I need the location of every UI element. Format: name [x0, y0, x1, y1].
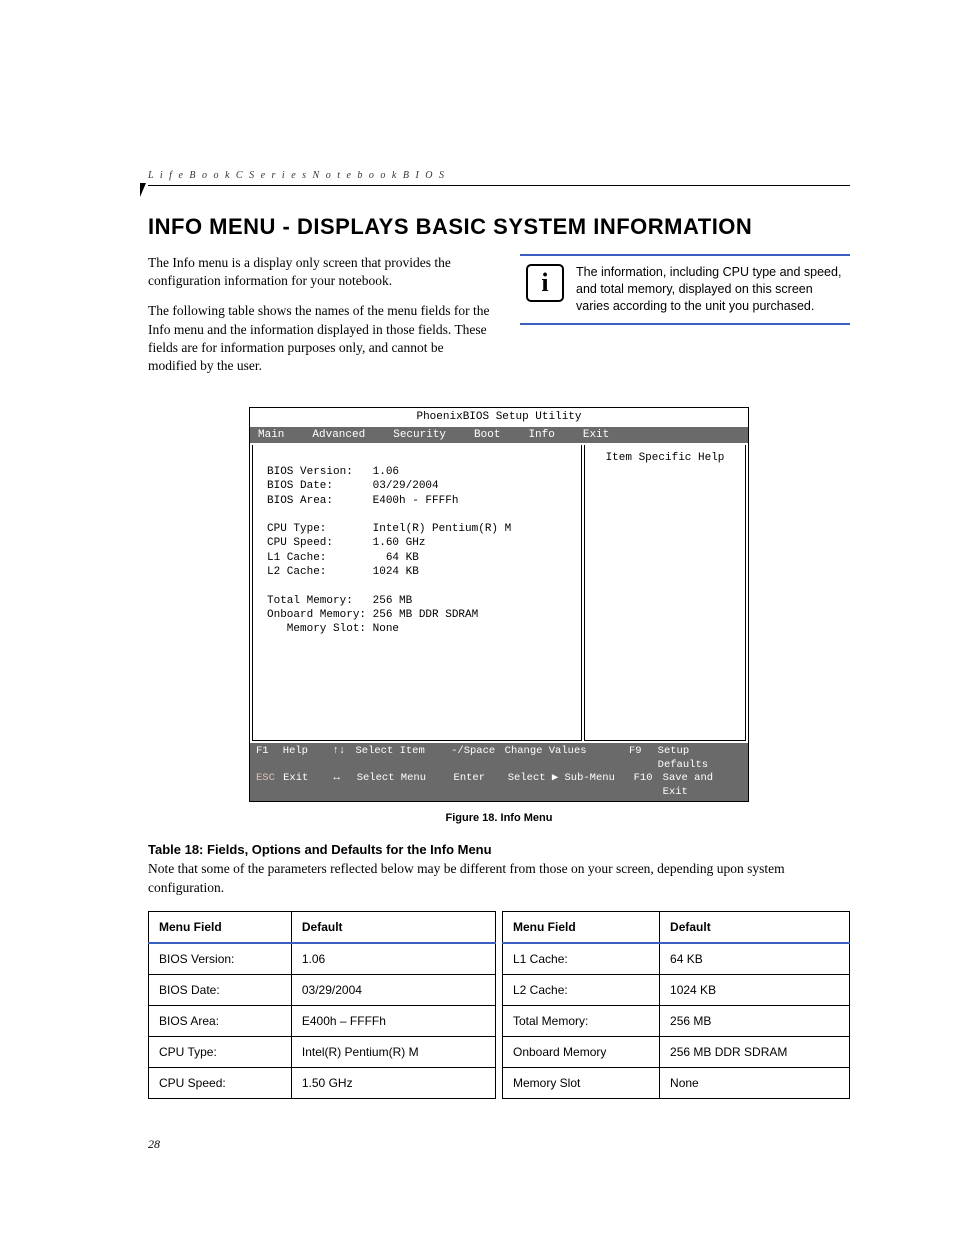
bios-row [267, 508, 567, 522]
bios-menu-bar: Main Advanced Security Boot Info Exit [250, 427, 748, 443]
note-box: i The information, including CPU type an… [520, 254, 850, 325]
bf-key: F10 [634, 772, 663, 799]
table-header-row: Menu Field Default [503, 911, 850, 943]
bios-menu-advanced: Advanced [312, 428, 365, 442]
bf-key: F1 [256, 745, 283, 772]
th-menu-field: Menu Field [503, 911, 660, 943]
table-row: CPU Type:Intel(R) Pentium(R) M [149, 1036, 496, 1067]
table-row: L1 Cache:64 KB [503, 943, 850, 975]
page-number: 28 [148, 1137, 850, 1152]
bios-menu-exit: Exit [583, 428, 609, 442]
cell-field: BIOS Version: [149, 943, 292, 975]
bf-label: Select ▶ Sub-Menu [508, 772, 634, 799]
intro-left: The Info menu is a display only screen t… [148, 254, 492, 387]
table-title: Table 18: Fields, Options and Defaults f… [148, 842, 850, 857]
cell-field: L1 Cache: [503, 943, 660, 975]
bios-row: Onboard Memory: 256 MB DDR SDRAM [267, 608, 567, 622]
cell-default: 64 KB [660, 943, 850, 975]
cell-default: None [660, 1067, 850, 1098]
bios-row: Memory Slot: None [267, 622, 567, 636]
bf-key: F9 [629, 745, 658, 772]
bios-footer-row2: ESC Exit ↔ Select Menu Enter Select ▶ Su… [256, 772, 742, 799]
header-breadcrumb: L i f e B o o k C S e r i e s N o t e b … [148, 170, 850, 181]
cell-default: 256 MB DDR SDRAM [660, 1036, 850, 1067]
bf-label: Help [283, 745, 333, 772]
cell-field: BIOS Area: [149, 1005, 292, 1036]
table-row: BIOS Version:1.06 [149, 943, 496, 975]
bios-row: L1 Cache: 64 KB [267, 551, 567, 565]
bios-screenshot: PhoenixBIOS Setup Utility Main Advanced … [249, 407, 749, 802]
cell-field: Onboard Memory [503, 1036, 660, 1067]
intro-right: i The information, including CPU type an… [520, 254, 850, 387]
intro-p1: The Info menu is a display only screen t… [148, 254, 492, 290]
bios-row: BIOS Version: 1.06 [267, 465, 567, 479]
figure-caption: Figure 18. Info Menu [148, 812, 850, 824]
bf-key: ↑↓ [333, 745, 356, 772]
info-icon: i [526, 264, 564, 302]
bios-menu-security: Security [393, 428, 446, 442]
cell-default: 1.50 GHz [291, 1067, 495, 1098]
header-rule [148, 185, 850, 186]
table-row: CPU Speed:1.50 GHz [149, 1067, 496, 1098]
bios-footer-row1: F1 Help ↑↓ Select Item -/Space Change Va… [256, 745, 742, 772]
bios-row: L2 Cache: 1024 KB [267, 565, 567, 579]
cell-field: Memory Slot [503, 1067, 660, 1098]
bios-row [267, 579, 567, 593]
cell-field: Total Memory: [503, 1005, 660, 1036]
table-note: Note that some of the parameters reflect… [148, 860, 850, 896]
cell-default: 1024 KB [660, 974, 850, 1005]
header-tab-icon [140, 183, 146, 197]
bf-label: Setup Defaults [658, 745, 742, 772]
table-row: Memory SlotNone [503, 1067, 850, 1098]
bios-row: CPU Speed: 1.60 GHz [267, 536, 567, 550]
bios-row: BIOS Date: 03/29/2004 [267, 479, 567, 493]
bf-label: Select Item [355, 745, 451, 772]
fields-table-left: Menu Field Default BIOS Version:1.06 BIO… [148, 911, 496, 1099]
cell-field: L2 Cache: [503, 974, 660, 1005]
bios-footer: F1 Help ↑↓ Select Item -/Space Change Va… [250, 743, 748, 802]
table-row: Onboard Memory256 MB DDR SDRAM [503, 1036, 850, 1067]
bf-label: Exit [283, 772, 333, 799]
intro-columns: The Info menu is a display only screen t… [148, 254, 850, 387]
bf-key: -/Space [451, 745, 505, 772]
cell-field: CPU Type: [149, 1036, 292, 1067]
table-row: L2 Cache:1024 KB [503, 974, 850, 1005]
cell-field: BIOS Date: [149, 974, 292, 1005]
bios-menu-main: Main [258, 428, 284, 442]
table-row: Total Memory:256 MB [503, 1005, 850, 1036]
bf-key: ESC [256, 772, 283, 799]
cell-default: E400h – FFFFh [291, 1005, 495, 1036]
bios-help-panel: Item Specific Help [584, 445, 746, 741]
bios-body: BIOS Version: 1.06 BIOS Date: 03/29/2004… [250, 443, 748, 743]
bios-row: CPU Type: Intel(R) Pentium(R) M [267, 522, 567, 536]
bios-row: BIOS Area: E400h - FFFFh [267, 494, 567, 508]
cell-default: 256 MB [660, 1005, 850, 1036]
cell-default: Intel(R) Pentium(R) M [291, 1036, 495, 1067]
bf-label: Select Menu [357, 772, 454, 799]
cell-default: 1.06 [291, 943, 495, 975]
bf-label: Change Values [505, 745, 629, 772]
bios-menu-boot: Boot [474, 428, 500, 442]
cell-field: CPU Speed: [149, 1067, 292, 1098]
table-header-row: Menu Field Default [149, 911, 496, 943]
th-menu-field: Menu Field [149, 911, 292, 943]
fields-table-right: Menu Field Default L1 Cache:64 KB L2 Cac… [502, 911, 850, 1099]
bios-help-title: Item Specific Help [591, 451, 739, 465]
note-text: The information, including CPU type and … [576, 264, 844, 315]
cell-default: 03/29/2004 [291, 974, 495, 1005]
table-row: BIOS Area:E400h – FFFFh [149, 1005, 496, 1036]
bios-menu-info: Info [528, 428, 554, 442]
bf-key: Enter [454, 772, 508, 799]
page-title: INFO MENU - DISPLAYS BASIC SYSTEM INFORM… [148, 214, 850, 240]
bios-utility-title: PhoenixBIOS Setup Utility [250, 408, 748, 426]
intro-p2: The following table shows the names of t… [148, 302, 492, 375]
th-default: Default [660, 911, 850, 943]
th-default: Default [291, 911, 495, 943]
bios-row: Total Memory: 256 MB [267, 594, 567, 608]
table-row: BIOS Date:03/29/2004 [149, 974, 496, 1005]
bios-main-panel: BIOS Version: 1.06 BIOS Date: 03/29/2004… [252, 445, 582, 741]
fields-table: Menu Field Default BIOS Version:1.06 BIO… [148, 911, 850, 1099]
bf-label: Save and Exit [663, 772, 742, 799]
bf-key: ↔ [333, 772, 356, 799]
